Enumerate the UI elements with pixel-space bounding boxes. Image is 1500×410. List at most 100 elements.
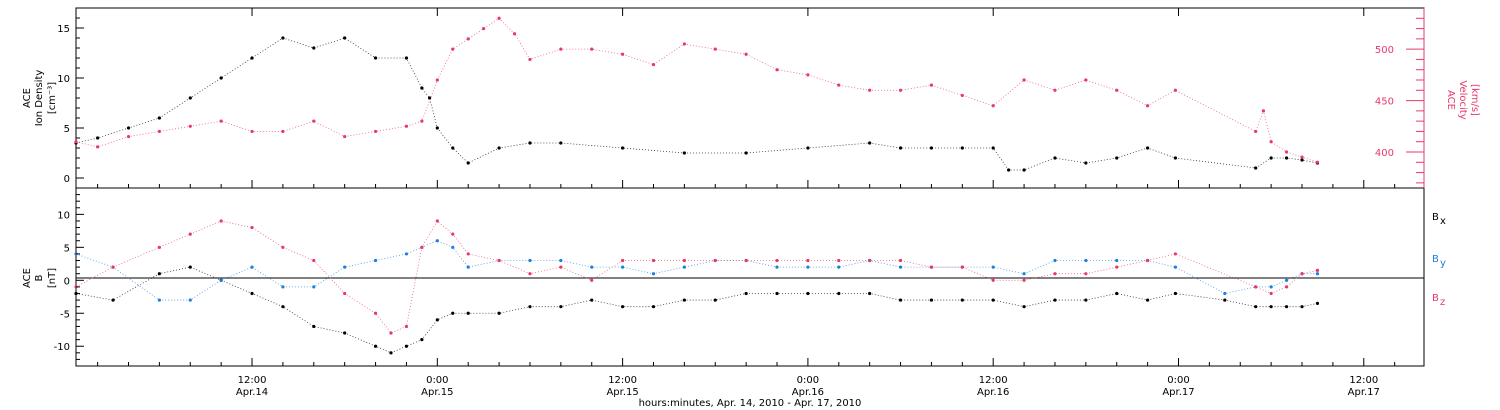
by-point [1284,278,1289,282]
bz-point [312,258,316,263]
legend-by: B y [1432,254,1446,269]
bz-point [868,258,872,263]
bz-point [775,258,779,263]
density-tick-label: 10 [57,74,70,85]
bz-point [404,324,409,329]
velocity-point [451,47,455,51]
density-point [420,86,424,90]
bx-point [898,298,903,302]
x-tick-label-date: Apr.15 [606,387,638,398]
density-point [960,146,964,150]
density-point [1284,156,1289,160]
velocity-point [837,83,841,87]
legend-bz-base: B [1432,293,1439,304]
by-point [682,265,686,269]
bz-point [837,258,841,263]
bx-point [559,305,563,309]
velocity-tick-label: 450 [1375,97,1394,108]
bx-point [929,298,934,302]
density-point [898,146,903,150]
density-point [312,46,316,50]
bz-point [188,232,192,236]
by-point [1223,291,1227,296]
density-point [991,146,995,150]
density-point [744,151,748,155]
density-axis-label-2: Ion Density [34,70,45,127]
bz-point [157,245,161,249]
bx-point [312,324,316,329]
density-point [250,56,254,60]
bz-point [435,219,439,223]
velocity-tick-label: 400 [1375,148,1394,159]
bz-point [420,245,424,249]
b-axis-label-2: B [34,274,45,281]
x-tick-label-date: Apr.17 [1162,387,1194,398]
bz-point [991,278,995,282]
by-point [837,265,841,269]
velocity-point [775,68,779,72]
velocity-axis-label-1: ACE [1445,90,1456,110]
bx-point [806,291,810,296]
velocity-point [1146,104,1150,108]
density-point [404,56,409,60]
bx-point [1146,298,1150,302]
by-point [343,265,347,269]
bz-point [713,258,717,263]
density-point [451,146,455,150]
density-point [497,146,501,150]
density-tick-label: 0 [64,174,70,185]
bz-point [651,258,656,263]
density-point [1053,156,1057,160]
velocity-point [188,124,192,128]
bz-point [1146,258,1150,263]
bx-point [1022,305,1026,309]
bz-point [219,219,223,223]
legend-by-sub: y [1440,258,1446,269]
by-point [559,258,563,263]
x-axis-title: hours:minutes, Apr. 14, 2010 - Apr. 17, … [639,398,862,409]
velocity-point [343,134,347,139]
velocity-point [929,83,934,87]
velocity-point [651,62,656,67]
density-point [1022,168,1026,172]
x-tick-label-time: 0:00 [426,375,448,386]
x-tick-label-time: 0:00 [1167,375,1189,386]
by-point [312,285,316,289]
density-axis-label-3: [cm⁻³] [47,82,58,114]
by-point [451,245,455,249]
b-tick-label: -5 [60,309,70,320]
bz-point [281,245,285,249]
bz-point [744,258,748,263]
bz-point [929,265,934,269]
by-point [219,278,223,282]
x-tick-label-time: 12:00 [979,375,1008,386]
legend-bz: B z [1432,293,1445,308]
by-point [590,265,594,269]
bx-point [188,265,192,269]
bx-point [497,311,501,315]
bx-point [466,311,470,315]
density-point [373,56,378,60]
velocity-point [590,47,594,51]
velocity-point [1284,150,1289,154]
bz-trace [75,220,1318,334]
bz-point [1173,252,1177,256]
velocity-point [1084,78,1088,82]
density-tick-label: 5 [64,124,70,135]
b-tick-label: 0 [64,276,70,287]
velocity-point [528,57,532,62]
bx-point [157,272,161,276]
velocity-point [1315,160,1320,164]
b-tick-label: -10 [54,342,70,353]
density-point [1084,161,1088,165]
by-point [188,298,192,302]
density-point [1146,146,1150,150]
density-point [682,151,686,155]
velocity-point [806,73,810,77]
by-point [775,265,779,269]
density-point [868,141,872,145]
density-point [1173,156,1177,160]
bx-point [435,318,439,322]
density-point [126,126,131,130]
velocity-point [482,26,486,31]
